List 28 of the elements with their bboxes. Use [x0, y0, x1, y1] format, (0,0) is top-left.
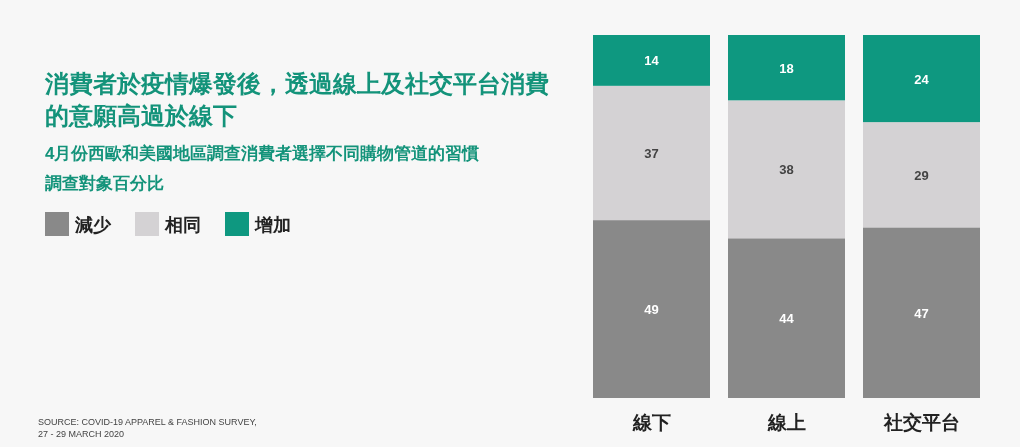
data-label: 44: [779, 311, 795, 327]
bar: [593, 220, 710, 398]
legend-label: 減少: [74, 215, 112, 235]
text: 4月份西歐和美國地區調查消費者選擇不同購物管道的習慣: [45, 144, 480, 163]
bar: [863, 122, 980, 228]
text: 調查對象百分比: [45, 174, 164, 193]
title: 消費者於疫情爆發後，透過線上及社交平台消費的意願高過於線下: [45, 70, 549, 129]
data-label: 18: [779, 60, 794, 76]
data-label: 49: [644, 302, 659, 318]
data-label: 29: [914, 167, 929, 183]
bar: [728, 238, 845, 398]
legend-label: 相同: [164, 215, 201, 235]
data-label: 47: [914, 305, 929, 321]
bar: [728, 35, 845, 101]
data-label: 24: [914, 71, 930, 87]
source-note: SOURCE: COVID-19 APPAREL & FASHION SURVEY, 27 - 29 MARCH 2020: [38, 417, 257, 439]
data-label: 37: [644, 145, 659, 161]
bar: [728, 100, 845, 239]
bar: [593, 85, 710, 221]
x-tick-label: 線下: [631, 412, 671, 433]
x-tick-label: 社交平台: [882, 412, 960, 433]
bar: [863, 227, 980, 398]
data-label: 14: [644, 53, 660, 69]
bar: [593, 35, 710, 86]
legend-label: 增加: [254, 215, 291, 235]
x-tick-label: 線上: [766, 412, 806, 433]
bar: [863, 35, 980, 123]
data-label: 38: [779, 162, 794, 178]
